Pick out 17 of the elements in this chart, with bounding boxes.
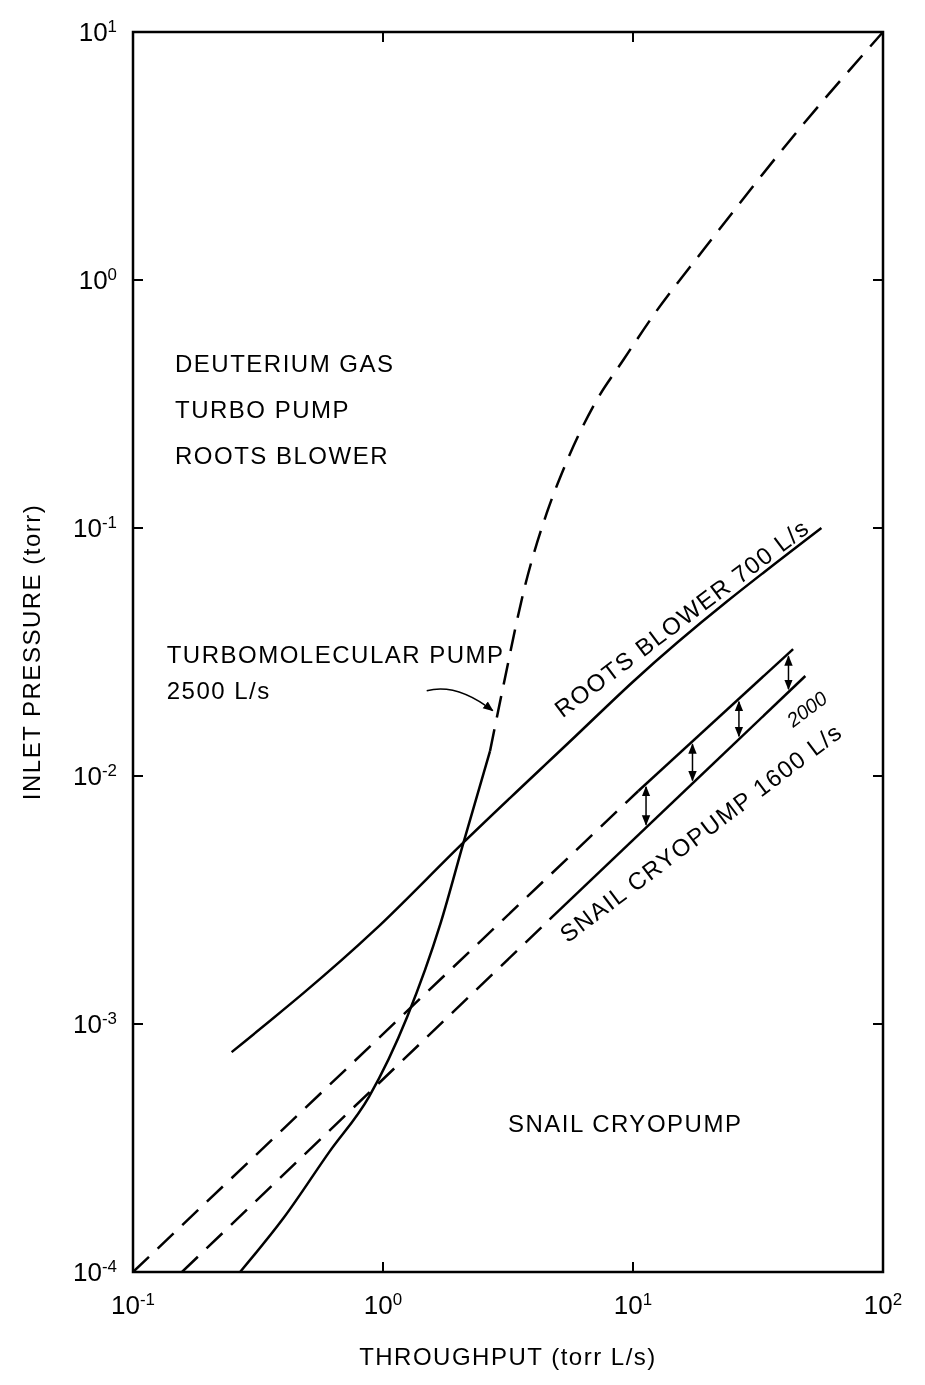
x-tick-label: 10$^{2}$ xyxy=(863,1289,903,1320)
y-tick-label: 10$^{1}$ xyxy=(78,16,117,47)
x-tick-label: 10$^{-1}$ xyxy=(111,1289,155,1320)
x-tick-label: 10$^{1}$ xyxy=(613,1289,653,1320)
y-tick-label: 10$^{-3}$ xyxy=(73,1008,117,1039)
annotation: TURBOMOLECULAR PUMP 2500 L/s xyxy=(166,640,505,704)
y-axis-title: INLET PRESSURE (torr) xyxy=(18,503,45,801)
annotation: TURBO PUMP xyxy=(175,396,351,423)
x-axis-title: THROUGHPUT (torr L/s) xyxy=(359,1343,657,1370)
y-tick-label: 10$^{-4}$ xyxy=(73,1256,117,1287)
y-tick-label: 10$^{-2}$ xyxy=(73,760,117,791)
x-tick-label: 10$^{0}$ xyxy=(363,1289,403,1320)
y-tick-label: 10$^{0}$ xyxy=(78,264,117,295)
annotation: DEUTERIUM GAS xyxy=(175,350,395,377)
annotation: ROOTS BLOWER xyxy=(175,442,390,469)
y-tick-label: 10$^{-1}$ xyxy=(73,512,117,543)
annotation: SNAIL CRYOPUMP xyxy=(508,1110,743,1137)
